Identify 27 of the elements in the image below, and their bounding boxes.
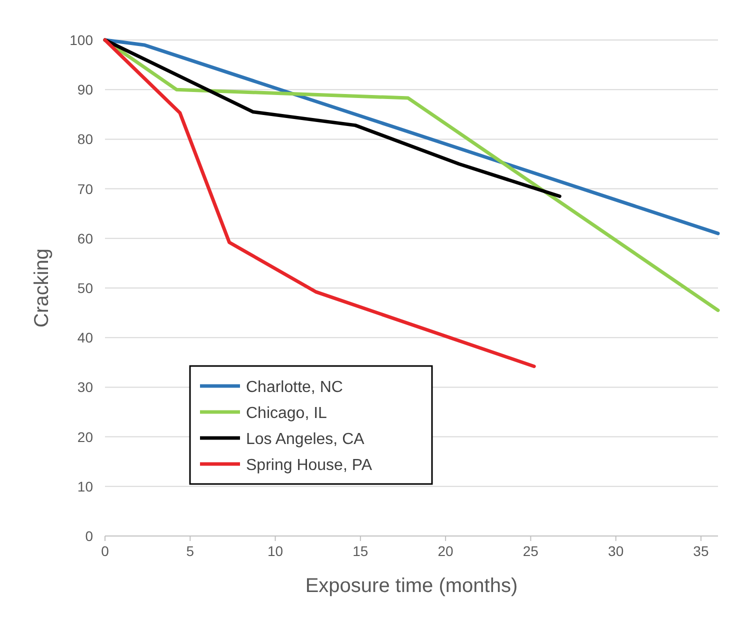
- y-axis-title: Cracking: [31, 248, 53, 328]
- x-tick-label: 25: [522, 543, 539, 559]
- x-axis-title: Exposure time (months): [305, 575, 518, 597]
- y-tick-label: 70: [77, 180, 94, 197]
- line-series: [103, 38, 562, 198]
- line-series: [103, 38, 536, 368]
- y-tick-label: 10: [77, 478, 94, 494]
- x-tick-label: 30: [608, 543, 624, 559]
- y-tick-label: 100: [70, 32, 94, 48]
- x-tick-label: 20: [438, 543, 454, 559]
- x-tick-label: 10: [267, 543, 284, 559]
- y-tick-label: 0: [85, 528, 94, 544]
- x-tick-label: 5: [186, 543, 194, 559]
- legend-label: Los Angeles, CA: [246, 431, 365, 448]
- x-tick-label: 35: [693, 543, 709, 559]
- y-tick-label: 80: [77, 131, 94, 148]
- legend-label: Chicago, IL: [246, 405, 328, 422]
- x-tick-label: 15: [352, 543, 368, 559]
- y-tick-label: 60: [77, 230, 94, 246]
- y-tick-label: 30: [77, 379, 94, 396]
- y-tick-label: 40: [77, 330, 94, 346]
- x-tick-label: 0: [101, 543, 110, 559]
- y-tick-label: 20: [77, 428, 94, 445]
- legend-label: Charlotte, NC: [246, 379, 343, 396]
- legend-label: Spring House, PA: [246, 457, 372, 474]
- y-tick-label: 90: [77, 82, 94, 98]
- y-tick-label: 50: [77, 280, 94, 296]
